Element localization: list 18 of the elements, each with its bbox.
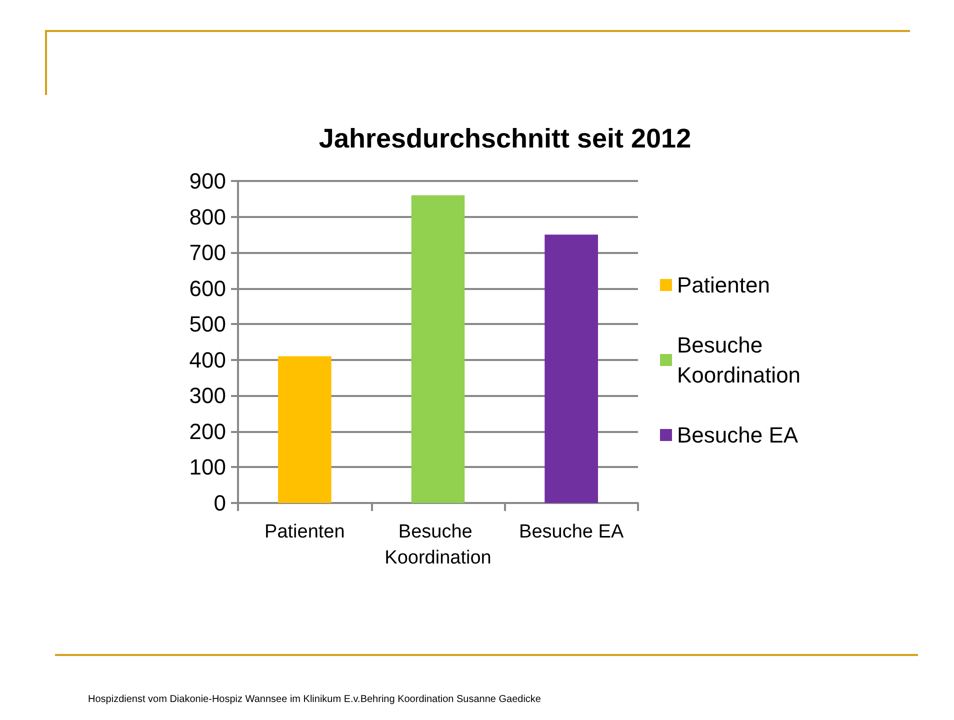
x-tick-label: Besuche Koordination — [384, 522, 492, 568]
legend-label: Besuche EA — [677, 422, 798, 448]
y-tick-label: 400 — [189, 347, 226, 372]
y-tick-label: 600 — [189, 276, 226, 301]
y-tick-label: 0 — [214, 490, 226, 516]
y-tick-label: 300 — [189, 383, 226, 408]
y-tick-label: 700 — [189, 240, 226, 266]
chart-title: Jahresdurchschnitt seit 2012 — [318, 124, 692, 154]
y-tick-label: 100 — [189, 454, 226, 480]
y-tick-label: 900 — [189, 168, 226, 194]
y-tick-label: 200 — [189, 418, 226, 444]
legend-label: Besuche Koordination — [677, 332, 801, 388]
text: Hospizdienst vom Diakonie-Hospiz Wannsee im Klinikum E.v.Behring Koordination Susanne Gaedicke — [88, 694, 541, 705]
x-tick-label: Patienten — [264, 522, 345, 542]
y-tick-label: 800 — [189, 204, 226, 230]
y-tick-label: 500 — [189, 312, 226, 337]
x-tick-label: Besuche EA — [519, 522, 624, 542]
legend-label: Patienten — [677, 272, 770, 298]
